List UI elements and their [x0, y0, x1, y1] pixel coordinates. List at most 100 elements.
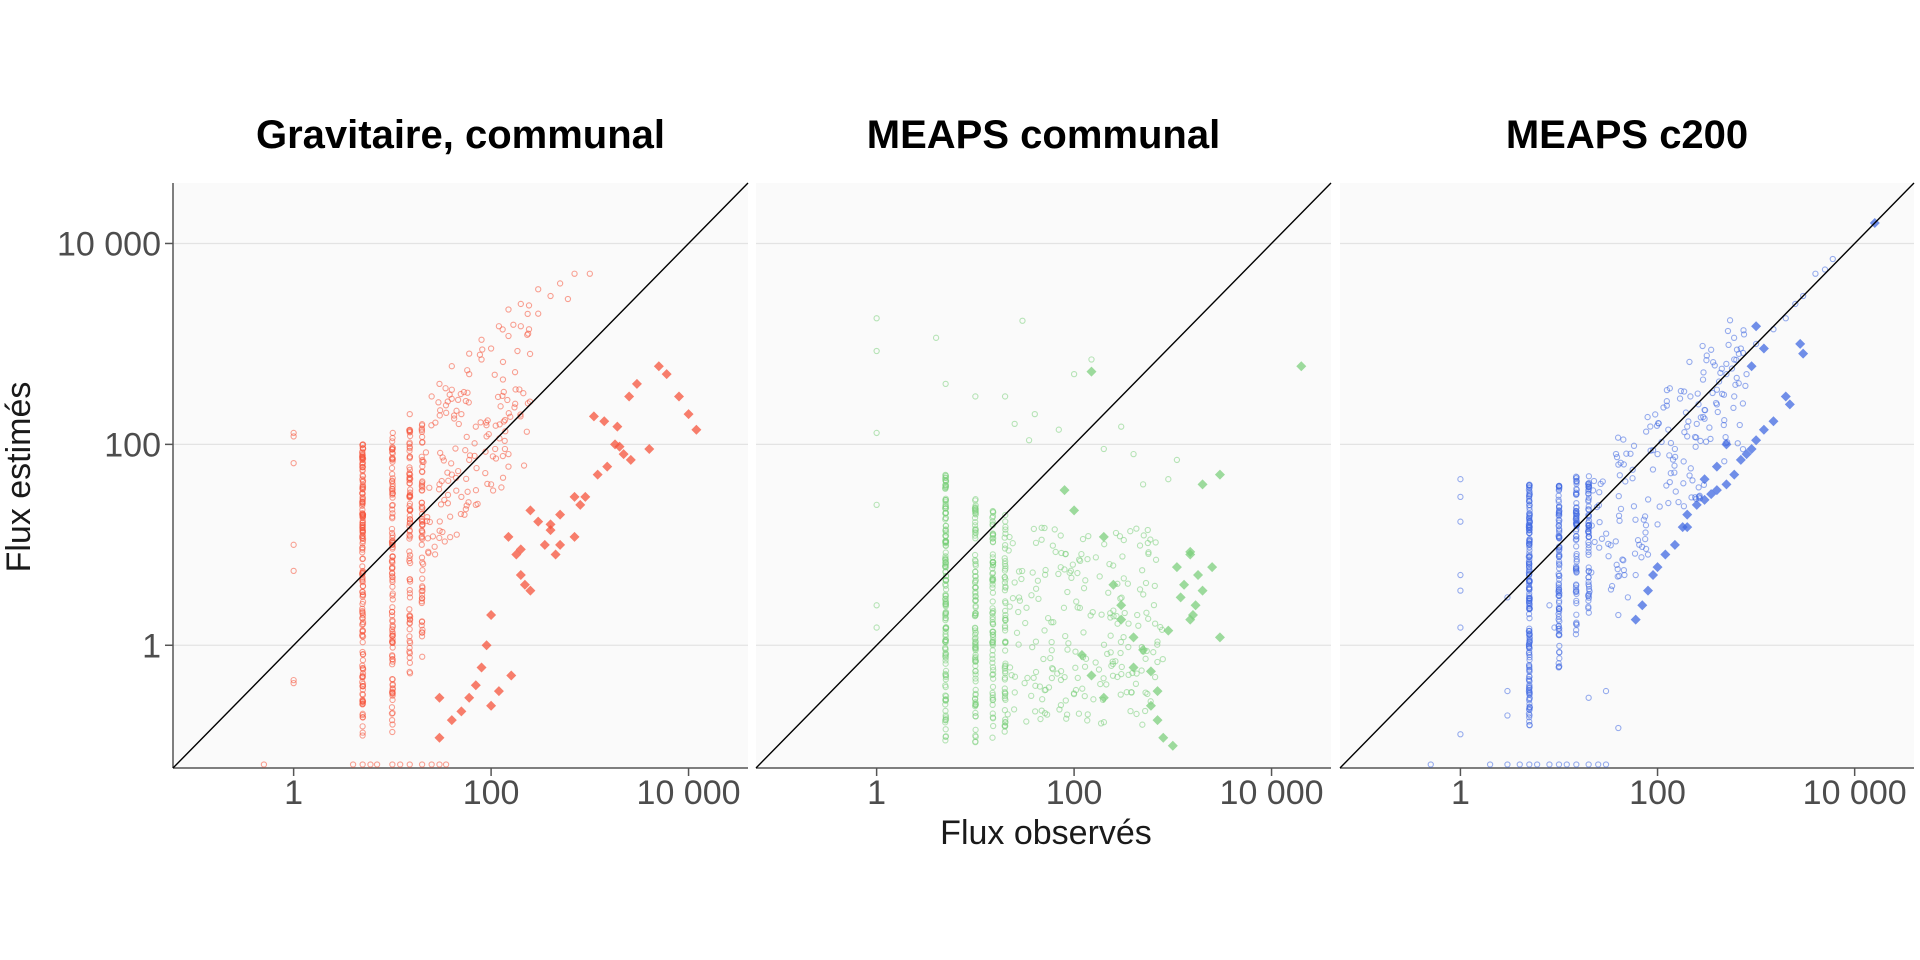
data-point — [1585, 541, 1592, 549]
data-point-diamond — [625, 454, 636, 465]
data-point — [1114, 673, 1121, 681]
panel-title: Gravitaire, communal — [256, 113, 665, 157]
data-point — [418, 629, 426, 636]
data-point — [487, 345, 495, 352]
data-point — [1048, 665, 1056, 672]
data-point — [1117, 691, 1124, 698]
data-point — [1526, 666, 1533, 673]
data-point-diamond — [1158, 732, 1169, 743]
data-point — [406, 555, 413, 562]
data-point — [1697, 437, 1704, 445]
data-point — [989, 701, 996, 709]
data-point — [1735, 380, 1742, 387]
data-point — [989, 539, 997, 546]
data-point — [1001, 555, 1008, 562]
data-point — [1573, 553, 1580, 560]
data-point — [359, 555, 366, 562]
data-point — [1002, 558, 1009, 565]
data-point — [1671, 462, 1678, 469]
data-point — [1585, 483, 1592, 491]
data-point — [942, 733, 949, 741]
data-point — [1721, 417, 1728, 424]
data-point — [989, 691, 996, 699]
data-point — [426, 484, 433, 491]
data-point — [517, 300, 524, 308]
data-point — [418, 761, 426, 768]
data-point — [457, 390, 464, 398]
data-point — [1526, 495, 1533, 502]
data-point — [1048, 619, 1055, 626]
data-point — [873, 624, 880, 631]
data-point — [496, 421, 503, 428]
data-point — [445, 477, 452, 484]
data-point — [942, 577, 949, 584]
data-point — [1555, 504, 1563, 511]
data-point — [1620, 557, 1627, 564]
data-point — [1019, 317, 1026, 324]
data-point — [439, 454, 446, 461]
data-point — [1057, 532, 1064, 539]
data-point — [972, 653, 979, 661]
data-point — [1572, 475, 1580, 482]
data-point — [462, 397, 469, 405]
data-point — [406, 429, 413, 436]
data-point — [389, 477, 396, 484]
data-point — [447, 533, 454, 541]
data-point — [972, 590, 979, 597]
y-axis-title: Flux estimés — [0, 382, 38, 573]
data-point — [1042, 566, 1049, 574]
data-point — [389, 501, 396, 509]
data-point-diamond — [1214, 632, 1225, 643]
data-point — [1585, 545, 1592, 552]
data-point — [1092, 554, 1100, 561]
data-point — [389, 721, 396, 728]
data-point — [359, 732, 366, 739]
data-point — [1057, 564, 1064, 571]
data-point-diamond — [661, 369, 672, 380]
data-point-diamond — [1187, 610, 1198, 621]
data-point-diamond — [1214, 469, 1225, 480]
data-point — [1107, 632, 1114, 639]
data-point — [499, 358, 507, 366]
data-point — [1699, 342, 1706, 350]
data-point — [942, 697, 949, 704]
data-point-diamond — [555, 539, 566, 550]
data-point — [444, 500, 452, 507]
data-point — [1142, 689, 1149, 696]
data-point — [388, 573, 396, 580]
data-point — [359, 535, 367, 543]
data-point — [1015, 594, 1023, 601]
data-point — [1585, 530, 1592, 537]
data-point — [989, 671, 997, 678]
data-point — [1613, 561, 1620, 568]
data-point — [1556, 512, 1563, 519]
data-point-diamond — [1751, 321, 1762, 332]
data-point-diamond — [1098, 692, 1109, 703]
data-point — [453, 407, 460, 414]
data-point — [1573, 568, 1580, 575]
data-point-diamond — [1296, 361, 1307, 372]
data-point — [462, 505, 470, 513]
data-point — [1117, 649, 1124, 657]
data-point — [1585, 603, 1592, 610]
data-point — [359, 711, 366, 719]
data-point — [1556, 642, 1563, 650]
data-point — [477, 419, 484, 426]
data-point — [526, 350, 534, 358]
data-point — [359, 498, 366, 506]
data-point — [525, 302, 533, 309]
data-point-diamond — [1138, 644, 1149, 655]
data-point — [437, 501, 445, 508]
data-point — [1526, 510, 1533, 517]
data-point — [1732, 381, 1739, 388]
data-point — [1733, 374, 1740, 382]
data-point — [516, 386, 523, 393]
data-point — [422, 449, 430, 456]
data-point — [1154, 658, 1161, 666]
data-point — [497, 403, 504, 410]
data-point — [1130, 450, 1137, 458]
data-point — [1615, 512, 1623, 519]
data-point — [1572, 584, 1580, 591]
data-point — [1057, 668, 1065, 675]
data-point — [464, 389, 471, 396]
